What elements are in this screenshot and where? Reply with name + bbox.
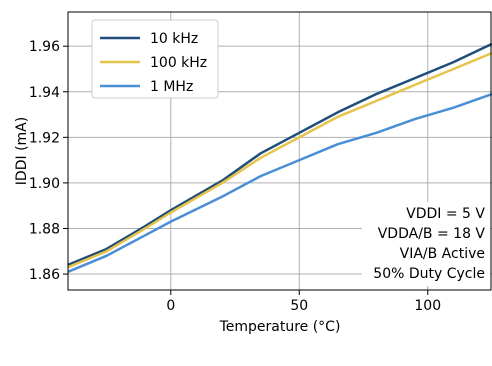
- legend-label: 100 kHz: [150, 55, 207, 71]
- plot-frame: [67, 11, 492, 291]
- annotation-line: 50% Duty Cycle: [373, 266, 485, 282]
- grid: [68, 12, 492, 290]
- x-tick-label: 50: [290, 298, 308, 314]
- y-axis-ticks: 1.86 1.88 1.90 1.92 1.94 1.96: [29, 39, 68, 283]
- y-tick-label: 1.88: [29, 221, 60, 237]
- y-tick-label: 1.90: [29, 176, 60, 192]
- x-tick-label: 100: [414, 298, 441, 314]
- legend: 10 kHz 100 kHz 1 MHz: [91, 19, 219, 99]
- y-tick-label: 1.86: [29, 267, 60, 283]
- annotation-line: VIA/B Active: [400, 246, 485, 262]
- legend-box: [91, 19, 219, 99]
- legend-label: 1 MHz: [150, 79, 193, 95]
- series-lines: [67, 42, 492, 273]
- annotation-background: [362, 202, 490, 286]
- x-axis-label: Temperature (°C): [219, 319, 341, 335]
- series-line-1: [67, 51, 492, 269]
- annotation-line: VDDI = 5 V: [406, 206, 485, 222]
- annotation-block: VDDI = 5 V VDDA/B = 18 V VIA/B Active 50% D…: [362, 202, 490, 286]
- x-axis-ticks: 0 50 100: [166, 290, 441, 314]
- x-tick-label: 0: [166, 298, 175, 314]
- y-tick-label: 1.92: [29, 130, 60, 146]
- y-axis-label: IDDI (mA): [14, 117, 30, 185]
- series-line-2: [67, 92, 492, 273]
- annotation-line: VDDA/B = 18 V: [378, 226, 486, 242]
- series-line-0: [67, 42, 492, 267]
- y-tick-label: 1.96: [29, 39, 60, 55]
- y-tick-label: 1.94: [29, 85, 60, 101]
- legend-label: 10 kHz: [150, 31, 198, 47]
